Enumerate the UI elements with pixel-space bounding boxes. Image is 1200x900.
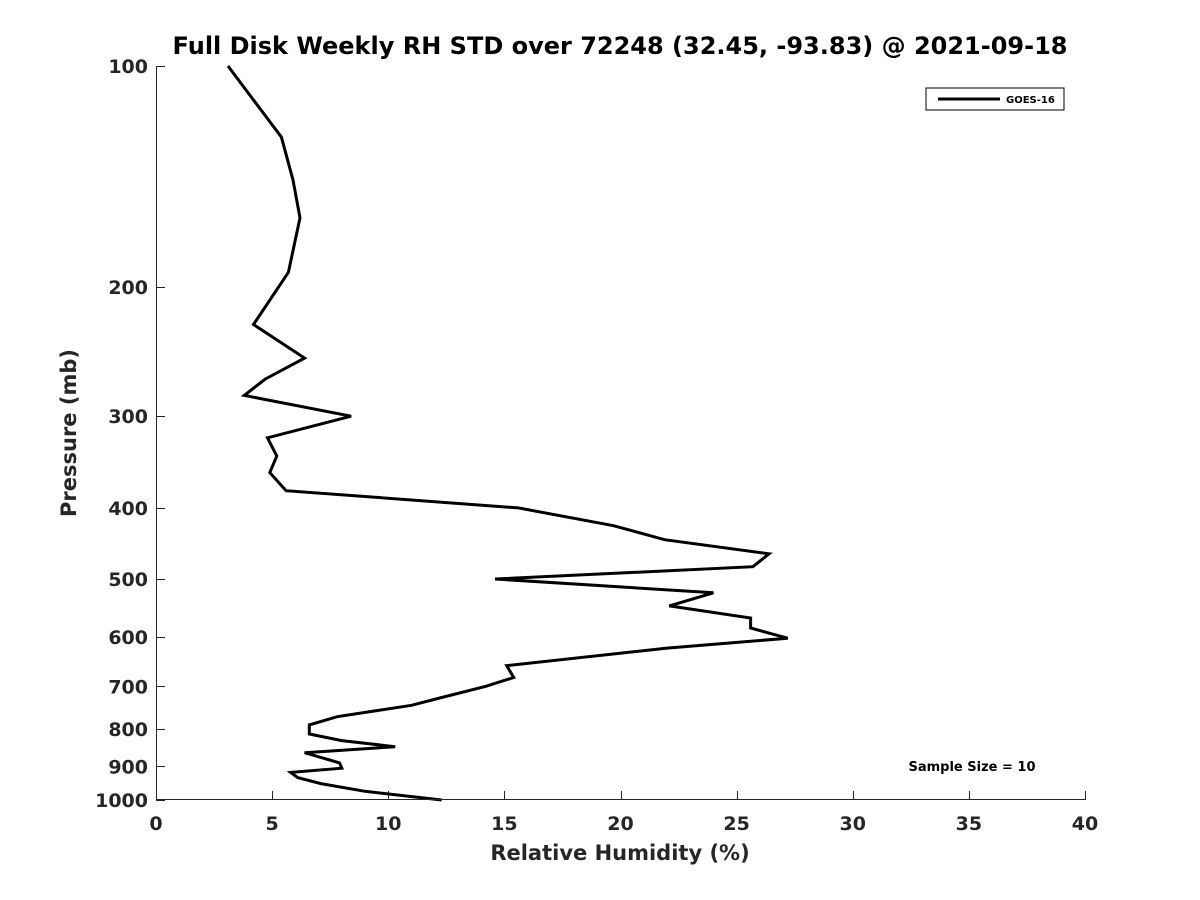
x-tick-label: 40 xyxy=(1072,813,1098,835)
x-axis-label: Relative Humidity (%) xyxy=(490,841,749,865)
x-tick-label: 10 xyxy=(375,813,401,835)
sample-size-annotation: Sample Size = 10 xyxy=(908,760,1035,775)
y-tick-label: 1000 xyxy=(95,790,148,812)
series-line-goes-16 xyxy=(226,65,789,802)
y-tick-label: 300 xyxy=(108,406,148,428)
chart-title: Full Disk Weekly RH STD over 72248 (32.4… xyxy=(173,32,1068,60)
legend: GOES-16 xyxy=(925,87,1065,111)
y-axis-ticks: 100 200 300 400 500 600 700 800 900 1000 xyxy=(95,56,165,812)
x-tick-label: 15 xyxy=(491,813,517,835)
series-layer xyxy=(226,65,789,802)
x-tick-label: 5 xyxy=(266,813,279,835)
y-tick-label: 400 xyxy=(108,498,148,520)
y-tick-label: 200 xyxy=(108,277,148,299)
y-axis-label: Pressure (mb) xyxy=(57,349,81,517)
x-tick-label: 35 xyxy=(956,813,982,835)
y-tick-label: 800 xyxy=(108,719,148,741)
y-tick-label: 900 xyxy=(108,756,148,778)
x-axis-ticks: 0 5 10 15 20 25 30 35 40 xyxy=(149,791,1098,835)
legend-label: GOES-16 xyxy=(1006,95,1055,106)
y-tick-label: 700 xyxy=(108,676,148,698)
x-tick-label: 30 xyxy=(840,813,866,835)
x-tick-label: 20 xyxy=(607,813,633,835)
x-tick-label: 25 xyxy=(723,813,749,835)
y-tick-label: 600 xyxy=(108,627,148,649)
y-tick-label: 100 xyxy=(108,56,148,78)
y-tick-label: 500 xyxy=(108,569,148,591)
x-tick-label: 0 xyxy=(149,813,162,835)
